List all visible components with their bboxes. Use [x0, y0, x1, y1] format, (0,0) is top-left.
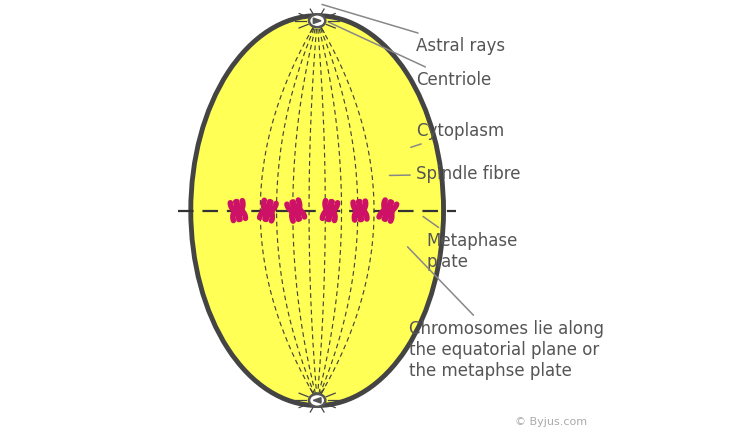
Text: Centriole: Centriole: [328, 22, 491, 89]
Text: Cytoplasm: Cytoplasm: [411, 122, 504, 147]
Text: Astral rays: Astral rays: [322, 4, 505, 55]
Ellipse shape: [309, 394, 326, 407]
Ellipse shape: [190, 16, 443, 405]
Polygon shape: [314, 398, 321, 403]
Text: © Byjus.com: © Byjus.com: [515, 417, 587, 427]
Polygon shape: [314, 18, 321, 23]
Text: Metaphase
plate: Metaphase plate: [423, 217, 518, 271]
Text: Chromosomes lie along
the equatorial plane or
the metaphse plate: Chromosomes lie along the equatorial pla…: [407, 247, 604, 380]
Text: Spindle fibre: Spindle fibre: [389, 165, 520, 183]
Ellipse shape: [309, 14, 326, 27]
